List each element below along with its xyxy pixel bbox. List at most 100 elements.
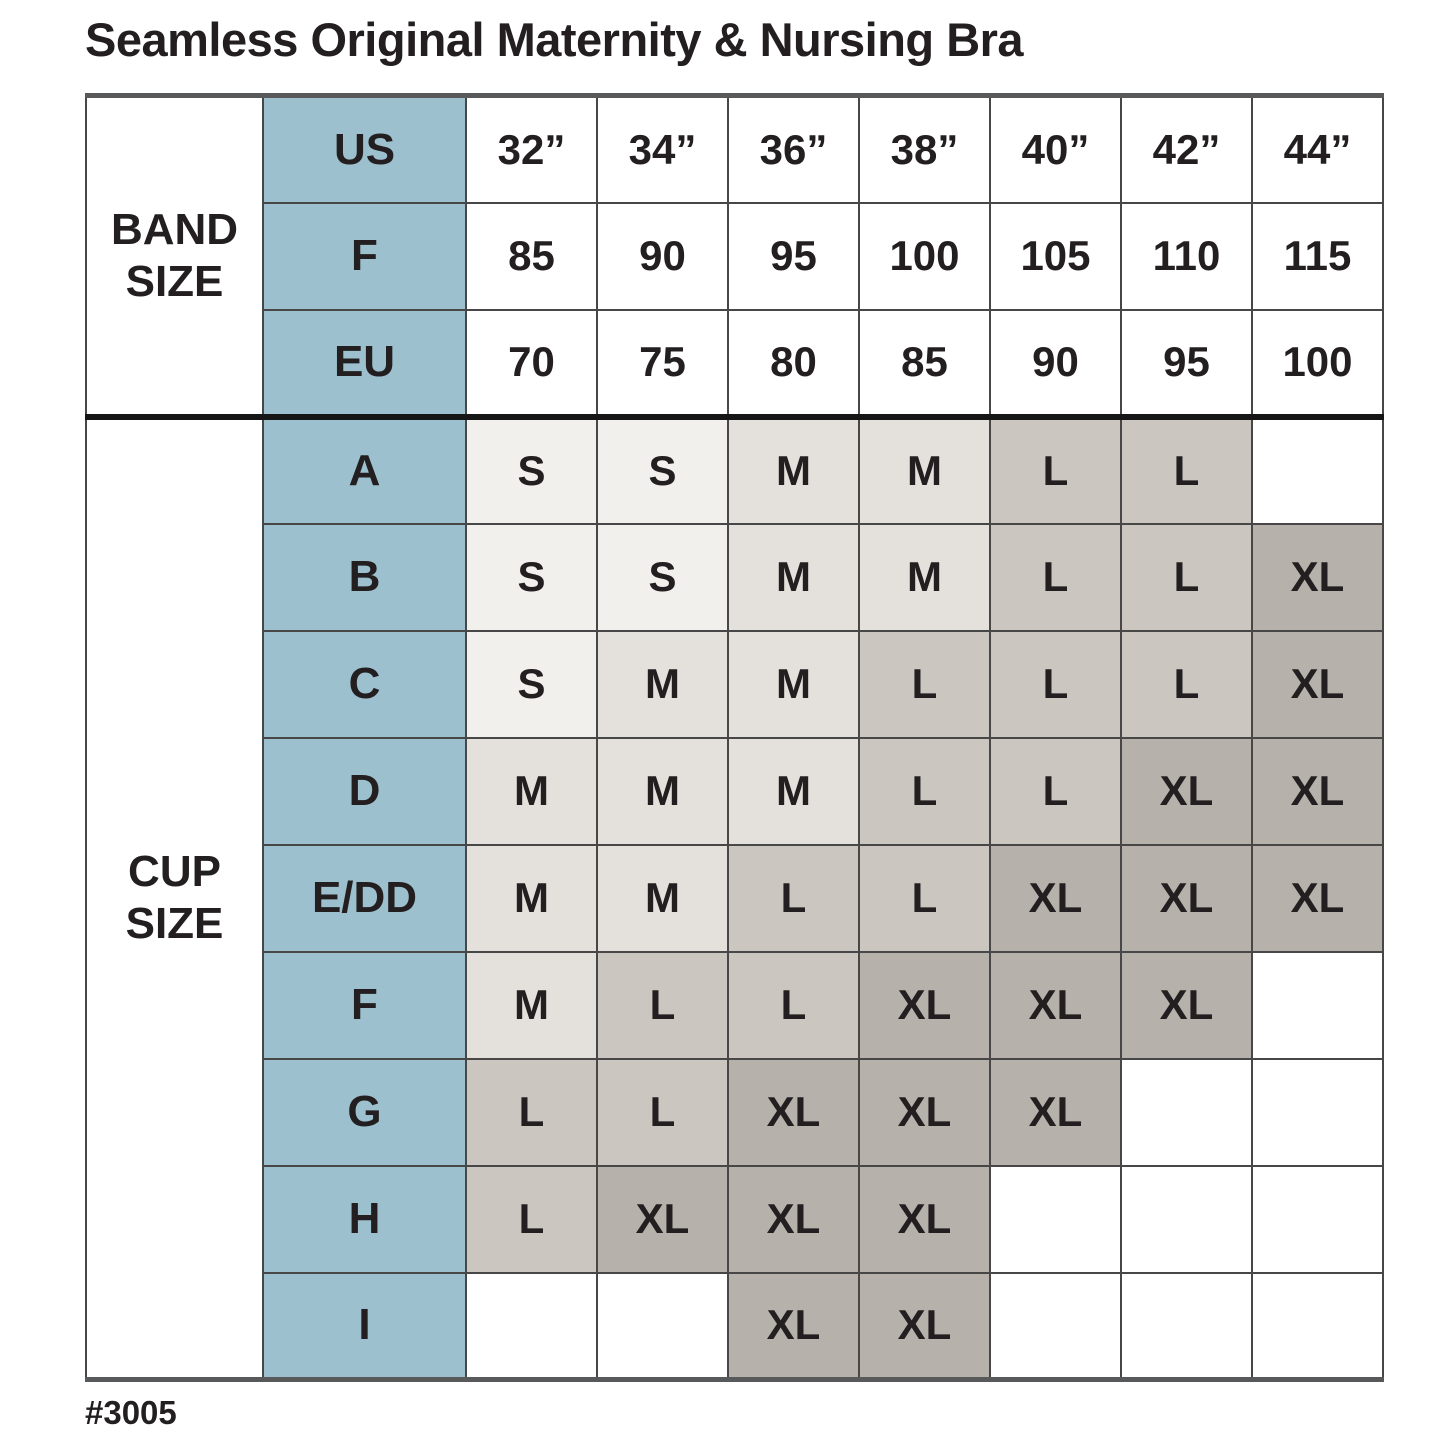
size-cell: M — [465, 736, 598, 846]
size-cell: XL — [989, 843, 1122, 953]
size-cell — [1251, 1271, 1384, 1381]
band-measure-cell: 105 — [989, 201, 1122, 311]
size-cell: XL — [1251, 736, 1384, 846]
band-measure-cell: 80 — [727, 308, 860, 420]
size-cell: M — [596, 843, 729, 953]
size-cell: M — [727, 629, 860, 739]
size-cell: L — [1120, 629, 1253, 739]
band-measure-cell: 38” — [858, 94, 991, 204]
size-cell: XL — [858, 950, 991, 1060]
size-cell: L — [989, 415, 1122, 525]
size-cell: XL — [727, 1057, 860, 1167]
size-cell — [465, 1271, 598, 1381]
row-header-e-dd: E/DD — [262, 843, 467, 953]
row-header-f: F — [262, 201, 467, 311]
size-cell: XL — [1120, 736, 1253, 846]
size-cell — [1120, 1271, 1253, 1381]
size-cell: XL — [1251, 843, 1384, 953]
size-cell: S — [465, 629, 598, 739]
size-cell: M — [596, 629, 729, 739]
size-cell: XL — [596, 1164, 729, 1274]
size-cell: L — [596, 950, 729, 1060]
band-measure-cell: 40” — [989, 94, 1122, 204]
size-cell: S — [596, 415, 729, 525]
band-measure-cell: 42” — [1120, 94, 1253, 204]
product-number: #3005 — [85, 1394, 177, 1431]
band-measure-cell: 100 — [1251, 308, 1384, 420]
size-cell: M — [858, 415, 991, 525]
band-measure-cell: 75 — [596, 308, 729, 420]
page-title: Seamless Original Maternity & Nursing Br… — [85, 13, 1024, 66]
size-cell: XL — [989, 950, 1122, 1060]
size-cell: XL — [989, 1057, 1122, 1167]
size-cell: XL — [1120, 950, 1253, 1060]
row-header-us: US — [262, 94, 467, 204]
size-cell: L — [727, 950, 860, 1060]
row-header-i: I — [262, 1271, 467, 1381]
size-cell — [1120, 1164, 1253, 1274]
row-header-h: H — [262, 1164, 467, 1274]
band-size-section-label: BAND SIZE — [85, 94, 264, 420]
size-cell: M — [727, 415, 860, 525]
size-cell — [1251, 1057, 1384, 1167]
size-cell — [1251, 415, 1384, 525]
row-header-eu: EU — [262, 308, 467, 420]
size-cell: L — [858, 736, 991, 846]
size-cell: L — [858, 843, 991, 953]
size-cell: L — [858, 629, 991, 739]
size-cell — [596, 1271, 729, 1381]
band-measure-cell: 85 — [858, 308, 991, 420]
size-cell: L — [989, 522, 1122, 632]
size-cell: L — [596, 1057, 729, 1167]
size-cell: XL — [1251, 522, 1384, 632]
row-header-g: G — [262, 1057, 467, 1167]
size-cell: M — [465, 950, 598, 1060]
size-cell: L — [989, 736, 1122, 846]
size-cell — [989, 1164, 1122, 1274]
size-cell: L — [1120, 415, 1253, 525]
band-measure-cell: 95 — [727, 201, 860, 311]
size-cell: XL — [858, 1271, 991, 1381]
cup-size-section-label: CUP SIZE — [85, 415, 264, 1381]
band-measure-cell: 95 — [1120, 308, 1253, 420]
row-header-a: A — [262, 415, 467, 525]
size-cell: XL — [727, 1164, 860, 1274]
size-cell: M — [465, 843, 598, 953]
size-cell: M — [727, 736, 860, 846]
size-cell — [1120, 1057, 1253, 1167]
size-cell: XL — [1251, 629, 1384, 739]
row-header-f: F — [262, 950, 467, 1060]
size-cell — [1251, 1164, 1384, 1274]
band-measure-cell: 36” — [727, 94, 860, 204]
size-cell: XL — [1120, 843, 1253, 953]
size-cell: L — [989, 629, 1122, 739]
size-cell: S — [465, 415, 598, 525]
band-measure-cell: 100 — [858, 201, 991, 311]
content-wrap: Seamless Original Maternity & Nursing Br… — [85, 12, 1395, 1432]
band-measure-cell: 34” — [596, 94, 729, 204]
band-measure-cell: 90 — [989, 308, 1122, 420]
size-cell: S — [465, 522, 598, 632]
band-measure-cell: 70 — [465, 308, 598, 420]
size-cell: L — [465, 1164, 598, 1274]
row-header-b: B — [262, 522, 467, 632]
size-cell — [989, 1271, 1122, 1381]
size-cell: XL — [727, 1271, 860, 1381]
band-measure-cell: 85 — [465, 201, 598, 311]
size-cell: L — [465, 1057, 598, 1167]
band-measure-cell: 32” — [465, 94, 598, 204]
band-measure-cell: 115 — [1251, 201, 1384, 311]
size-cell: M — [727, 522, 860, 632]
row-header-c: C — [262, 629, 467, 739]
band-measure-cell: 44” — [1251, 94, 1384, 204]
row-header-d: D — [262, 736, 467, 846]
band-measure-cell: 90 — [596, 201, 729, 311]
size-cell: M — [858, 522, 991, 632]
size-cell: S — [596, 522, 729, 632]
size-cell — [1251, 950, 1384, 1060]
band-measure-cell: 110 — [1120, 201, 1253, 311]
size-cell: M — [596, 736, 729, 846]
size-cell: XL — [858, 1057, 991, 1167]
size-cell: XL — [858, 1164, 991, 1274]
